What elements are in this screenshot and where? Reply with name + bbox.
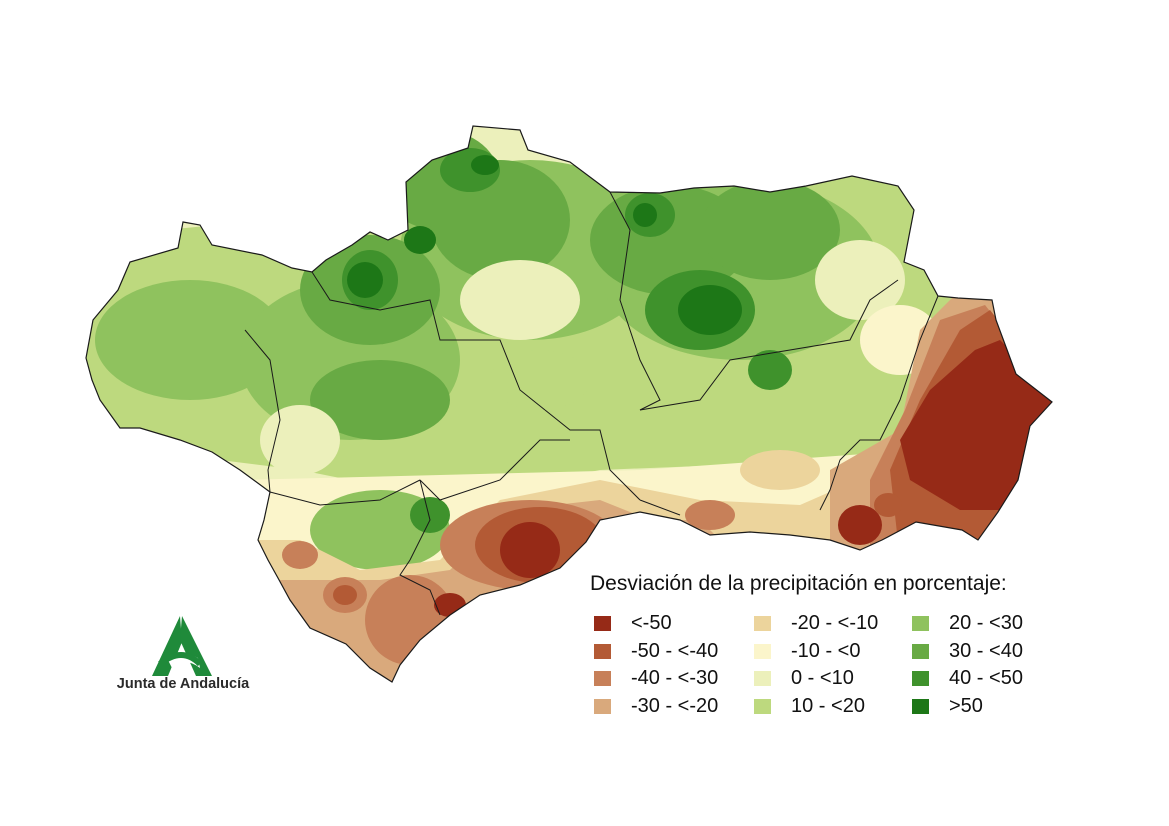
legend-item: -30 - <-20 [590,693,750,721]
logo-text: Junta de Andalucía [116,676,250,692]
legend-label: 30 - <40 [949,639,1023,662]
border-cordoba-jaen [609,191,661,411]
legend-item: 20 - <30 [908,610,1058,638]
legend-swatch [912,671,929,687]
province-borders [244,191,939,616]
border-sevilla-cadiz [269,479,421,506]
legend-swatch [754,616,771,632]
legend-item: -10 - <0 [750,638,908,666]
legend-item: -20 - <-10 [750,610,908,638]
legend-swatch [594,616,611,632]
junta-de-andalucia-logo-icon [152,616,212,676]
legend-swatch [754,671,771,687]
legend-swatch [754,643,771,659]
legend-item: 10 - <20 [750,693,908,721]
legend-label: -10 - <0 [791,639,861,662]
legend-item: -50 - <-40 [590,638,750,666]
legend-label: 10 - <20 [791,694,865,717]
legend-item: -40 - <-30 [590,665,750,693]
legend-swatch [912,698,929,714]
legend-label: -40 - <-30 [631,667,719,690]
legend-label: <-50 [631,612,672,635]
legend-swatch [754,698,771,714]
legend-label: -20 - <-10 [791,612,879,635]
logo: Junta de Andalucía [112,612,262,692]
legend-swatch [594,671,611,687]
border-sevilla-malaga [419,439,570,501]
border-granada-almeria [819,295,939,511]
legend-label: 0 - <10 [791,667,854,690]
border-cadiz-malaga [399,479,441,616]
border-sevilla-cordoba [311,271,546,411]
legend-label: -50 - <-40 [631,639,719,662]
legend-item: 0 - <10 [750,665,908,693]
legend-swatch [594,643,611,659]
legend-label: 40 - <50 [949,667,1023,690]
legend-item: <-50 [590,610,750,638]
border-cordoba-granada [544,409,641,501]
legend-grid: <-50 -50 - <-40 -40 - <-30 -30 - <-20 -2… [590,610,1058,720]
legend-label: 20 - <30 [949,612,1023,635]
legend-swatch [912,643,929,659]
legend-label: >50 [949,694,983,717]
legend-item: 40 - <50 [908,665,1058,693]
legend-item: 30 - <40 [908,638,1058,666]
legend-title: Desviación de la precipitación en porcen… [590,572,1007,595]
legend: Desviación de la precipitación en porcen… [590,572,1058,720]
legend-label: -30 - <-20 [631,694,719,717]
border-huelva-sevilla [244,329,281,493]
legend-swatch [594,698,611,714]
legend-item: >50 [908,693,1058,721]
legend-swatch [912,616,929,632]
border-granada-malaga [639,499,681,516]
border-jaen-granada [639,279,899,411]
